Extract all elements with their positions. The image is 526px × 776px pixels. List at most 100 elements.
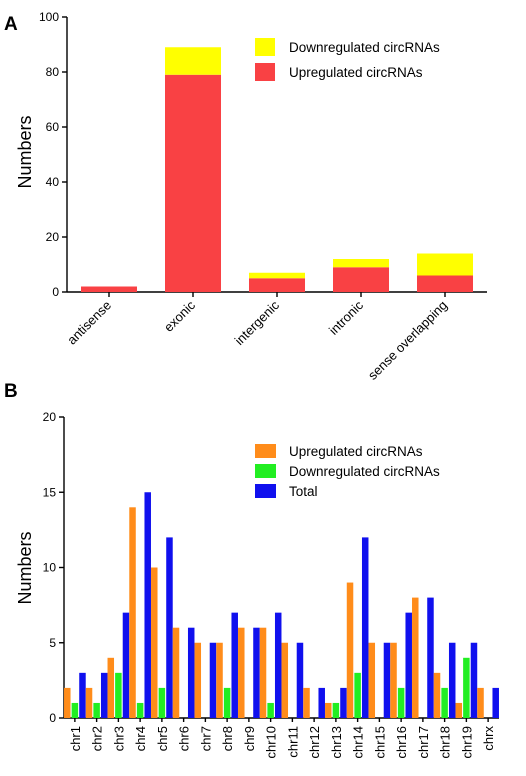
- panel-b-legend: Upregulated circRNAs Downregulated circRN…: [255, 444, 440, 499]
- x-tick-label: chr11: [285, 726, 300, 758]
- x-tick-label: chr16: [394, 726, 409, 759]
- legend-swatch: [255, 38, 275, 56]
- x-tick-label: chr17: [416, 726, 431, 759]
- y-tick-label: 40: [46, 175, 60, 189]
- bar-total: [318, 687, 325, 718]
- x-tick-label: chr18: [438, 726, 453, 759]
- bar-upregulated: [303, 687, 310, 718]
- legend-swatch: [255, 484, 276, 498]
- bar-downregulated: [397, 687, 405, 718]
- bar-upregulated: [194, 642, 202, 718]
- bar-downregulated: [249, 272, 305, 279]
- bar-downregulated: [463, 657, 470, 718]
- x-tick-label: intronic: [326, 297, 367, 338]
- bar-total: [427, 597, 434, 718]
- x-tick-label: chr5: [155, 726, 170, 751]
- x-tick-label: chr10: [264, 726, 279, 759]
- panel-a-bars: [81, 47, 473, 292]
- bar-total: [448, 642, 456, 718]
- legend-label: Upregulated circRNAs: [289, 444, 423, 459]
- x-tick-label: chr7: [198, 726, 213, 751]
- bar-downregulated: [165, 47, 221, 75]
- bar-total: [296, 642, 304, 718]
- panel-a-legend: Downregulated circRNAs Upregulated circRN…: [255, 38, 440, 81]
- bar-total: [340, 687, 347, 718]
- bar-upregulated: [477, 687, 484, 718]
- x-tick-label: chr3: [111, 726, 126, 751]
- bar-upregulated: [281, 642, 289, 718]
- panel-a-chart: A Numbers 0 20 40 60 80 100 antisense exonic int…: [4, 10, 487, 383]
- panel-a-letter: A: [4, 14, 18, 35]
- bar-upregulated: [165, 74, 221, 292]
- bar-total: [187, 627, 195, 718]
- bar-upregulated: [433, 672, 441, 718]
- bar-total: [166, 537, 173, 718]
- legend-label: Downregulated circRNAs: [289, 40, 440, 55]
- bar-upregulated: [151, 567, 158, 718]
- bar-downregulated: [223, 687, 231, 718]
- legend-label: Downregulated circRNAs: [289, 464, 440, 479]
- bar-upregulated: [325, 702, 332, 718]
- y-tick-label: 5: [49, 636, 56, 650]
- y-tick-label: 80: [46, 65, 60, 79]
- x-tick-label: chr14: [351, 726, 366, 759]
- bar-upregulated: [259, 627, 267, 718]
- bar-downregulated: [333, 259, 389, 268]
- bar-upregulated: [417, 275, 473, 292]
- y-tick-label: 60: [46, 120, 60, 134]
- x-tick-label: intergenic: [232, 297, 283, 348]
- legend-swatch: [255, 63, 275, 81]
- x-tick-label: chr9: [242, 726, 257, 751]
- bar-upregulated: [249, 278, 305, 292]
- bar-upregulated: [107, 657, 115, 718]
- bar-total: [122, 612, 130, 718]
- x-tick-label: exonic: [161, 297, 199, 335]
- x-tick-label: chr1: [68, 726, 83, 751]
- bar-downregulated: [158, 687, 166, 718]
- y-tick-label: 15: [43, 485, 57, 499]
- bar-downregulated: [417, 253, 473, 276]
- legend-swatch: [255, 444, 276, 458]
- legend-label: Upregulated circRNAs: [289, 65, 423, 80]
- bar-downregulated: [332, 702, 340, 718]
- x-tick-label: chr13: [329, 726, 344, 759]
- bar-total: [492, 687, 499, 718]
- bar-total: [274, 612, 282, 718]
- x-tick-label: chrx: [481, 726, 496, 751]
- bar-upregulated: [81, 286, 137, 292]
- panel-b-bars: [64, 492, 499, 718]
- bar-downregulated: [115, 672, 122, 718]
- bar-upregulated: [346, 582, 354, 718]
- x-tick-label: antisense: [64, 298, 114, 348]
- bar-upregulated: [216, 642, 223, 718]
- x-tick-label: chr2: [90, 726, 105, 751]
- bar-total: [470, 642, 478, 718]
- bar-downregulated: [71, 702, 79, 718]
- bar-upregulated: [238, 627, 245, 718]
- bar-upregulated: [129, 507, 136, 718]
- bar-upregulated: [455, 702, 463, 718]
- panel-b-letter: B: [4, 381, 18, 402]
- bar-downregulated: [267, 702, 274, 718]
- bar-upregulated: [368, 642, 376, 718]
- bar-upregulated: [412, 597, 419, 718]
- bar-total: [231, 612, 238, 718]
- bar-total: [361, 537, 369, 718]
- y-tick-label: 0: [52, 285, 59, 299]
- legend-label: Total: [289, 484, 318, 499]
- bar-upregulated: [333, 267, 389, 292]
- panel-b-y-axis-title: Numbers: [15, 531, 35, 604]
- panel-a-y-axis-title: Numbers: [15, 115, 35, 188]
- bar-total: [253, 627, 260, 718]
- panel-b-axes: 0 5 10 15 20 chr1 chr2 chr3 chr4 chr5 chr6 chr7 chr8…: [43, 410, 499, 759]
- x-tick-label: chr15: [372, 726, 387, 759]
- bar-upregulated: [172, 627, 180, 718]
- bar-total: [79, 672, 86, 718]
- y-tick-label: 10: [43, 561, 57, 575]
- bar-total: [405, 612, 412, 718]
- y-tick-label: 20: [43, 410, 57, 424]
- bar-upregulated: [390, 642, 397, 718]
- x-tick-label: chr4: [133, 726, 148, 751]
- bar-upregulated: [64, 687, 71, 718]
